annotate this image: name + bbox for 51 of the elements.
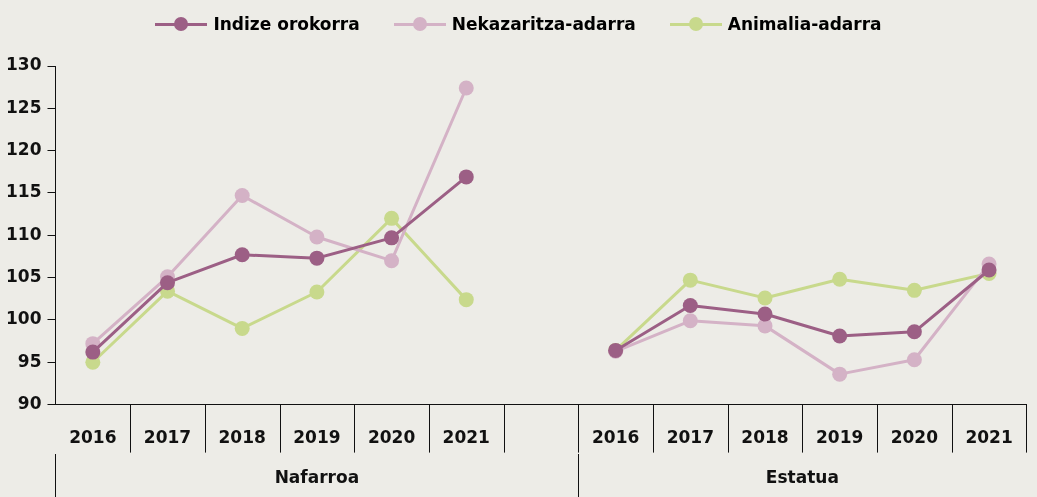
y-tick-label: 110 (5, 223, 42, 244)
point (458, 169, 474, 185)
point (309, 229, 325, 245)
point (234, 188, 250, 204)
x-tick-label: 2019 (293, 427, 341, 448)
x-tick-label: 2019 (816, 427, 864, 448)
point (160, 275, 176, 291)
y-tick-label: 105 (5, 266, 42, 287)
legend-label: Indize orokorra (213, 14, 360, 34)
text: Nafarroa (274, 467, 360, 488)
legend-label: Nekazaritza-adarra (451, 14, 636, 34)
point (832, 328, 848, 344)
point (832, 271, 848, 287)
point (384, 210, 400, 226)
point (309, 284, 325, 300)
point (757, 290, 773, 306)
y-tick-label: 95 (17, 350, 42, 371)
point (384, 253, 400, 269)
y-tick-label: 125 (5, 96, 42, 117)
x-tick-label: 2020 (367, 427, 416, 448)
y-tick-label: 100 (5, 308, 42, 329)
point (906, 324, 922, 340)
y-tick-label: 120 (5, 139, 42, 160)
point (832, 366, 848, 382)
x-tick-label: 2017 (143, 427, 192, 448)
point (85, 344, 101, 360)
x-tick-label: 2016 (591, 427, 640, 448)
point (682, 298, 698, 314)
x-tick-label: 2018 (218, 427, 266, 448)
point (458, 80, 474, 96)
point (682, 272, 698, 288)
point (682, 313, 698, 329)
point (757, 306, 773, 322)
x-tick-label: 2020 (890, 427, 939, 448)
point (458, 292, 474, 308)
point (309, 250, 325, 266)
text: Estatua (765, 467, 839, 488)
legend-label: Animalia-adarra (727, 14, 882, 34)
y-tick-label: 115 (5, 181, 42, 202)
point (906, 282, 922, 298)
x-tick-label: 2016 (69, 427, 117, 448)
y-tick-label: 130 (5, 54, 42, 75)
x-tick-label: 2021 (965, 427, 1013, 448)
x-tick-label: 2017 (666, 427, 714, 448)
point (234, 247, 250, 263)
point (906, 352, 922, 368)
y-tick-label: 90 (17, 393, 42, 414)
x-tick-label: 2018 (741, 427, 789, 448)
point (234, 320, 250, 336)
point (384, 230, 400, 246)
x-tick-label: 2021 (442, 427, 490, 448)
